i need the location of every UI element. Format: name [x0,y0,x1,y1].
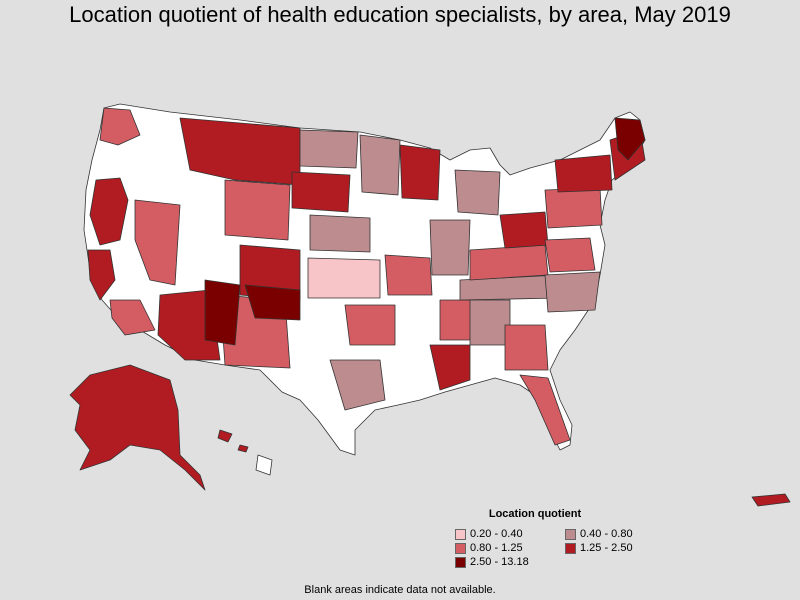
region-wisconsin [399,144,441,201]
legend-item: 0.40 - 0.80 [565,528,675,540]
region-four-corners [204,279,241,346]
legend-item: 2.50 - 13.18 [455,556,565,568]
region-oklahoma-west [244,284,301,321]
data-note: Blank areas indicate data not available. [304,584,496,596]
region-idaho-montana [179,117,301,186]
legend-label: 0.20 - 0.40 [470,528,523,540]
region-missouri [384,254,433,296]
region-pennsylvania [544,187,603,229]
region-nevada [134,199,181,286]
map-title: Location quotient of health education sp… [69,2,731,27]
legend-swatch [455,542,466,554]
region-minnesota [359,134,401,196]
legend-label: 0.80 - 1.25 [470,542,523,554]
region-south-dakota [291,171,351,213]
region-florida [519,374,571,446]
legend-swatch [455,556,466,568]
region-california-south [109,299,156,336]
region-alabama [469,299,511,346]
legend-label: 0.40 - 0.80 [580,528,633,540]
hawaii-small [237,444,249,453]
legend-label: 1.25 - 2.50 [580,542,633,554]
region-california-north [87,249,116,301]
hawaii-island [255,454,273,476]
puerto-rico [751,493,791,507]
legend-title: Location quotient [488,508,582,520]
region-nebraska [309,214,371,253]
region-arkansas [344,304,396,346]
region-oregon-coast [89,177,129,246]
region-north-dakota [299,129,359,169]
region-illinois [429,219,471,276]
region-carolinas [544,271,601,313]
legend-swatch [565,542,576,554]
region-michigan [454,169,501,216]
legend-item: 0.80 - 1.25 [455,542,565,554]
legend-item: 0.20 - 0.40 [455,528,565,540]
region-louisiana [429,344,471,391]
region-kansas [307,257,381,299]
alaska [69,364,206,491]
region-texas-east [329,359,386,411]
region-ohio-valley [499,211,549,249]
legend-swatch [565,528,576,540]
map-legend: Location quotient 0.20 - 0.40 0.40 - 0.8… [455,508,695,568]
region-virginia [544,237,596,273]
legend-item: 1.25 - 2.50 [565,542,675,554]
region-new-york [554,154,613,193]
region-arizona [157,289,221,361]
region-wyoming [224,179,291,241]
region-kentucky [469,244,549,281]
legend-swatch [455,528,466,540]
hawaii [217,429,233,443]
region-maine [614,117,646,161]
legend-label: 2.50 - 13.18 [470,556,529,568]
region-washington [99,107,141,146]
region-georgia [504,324,549,371]
